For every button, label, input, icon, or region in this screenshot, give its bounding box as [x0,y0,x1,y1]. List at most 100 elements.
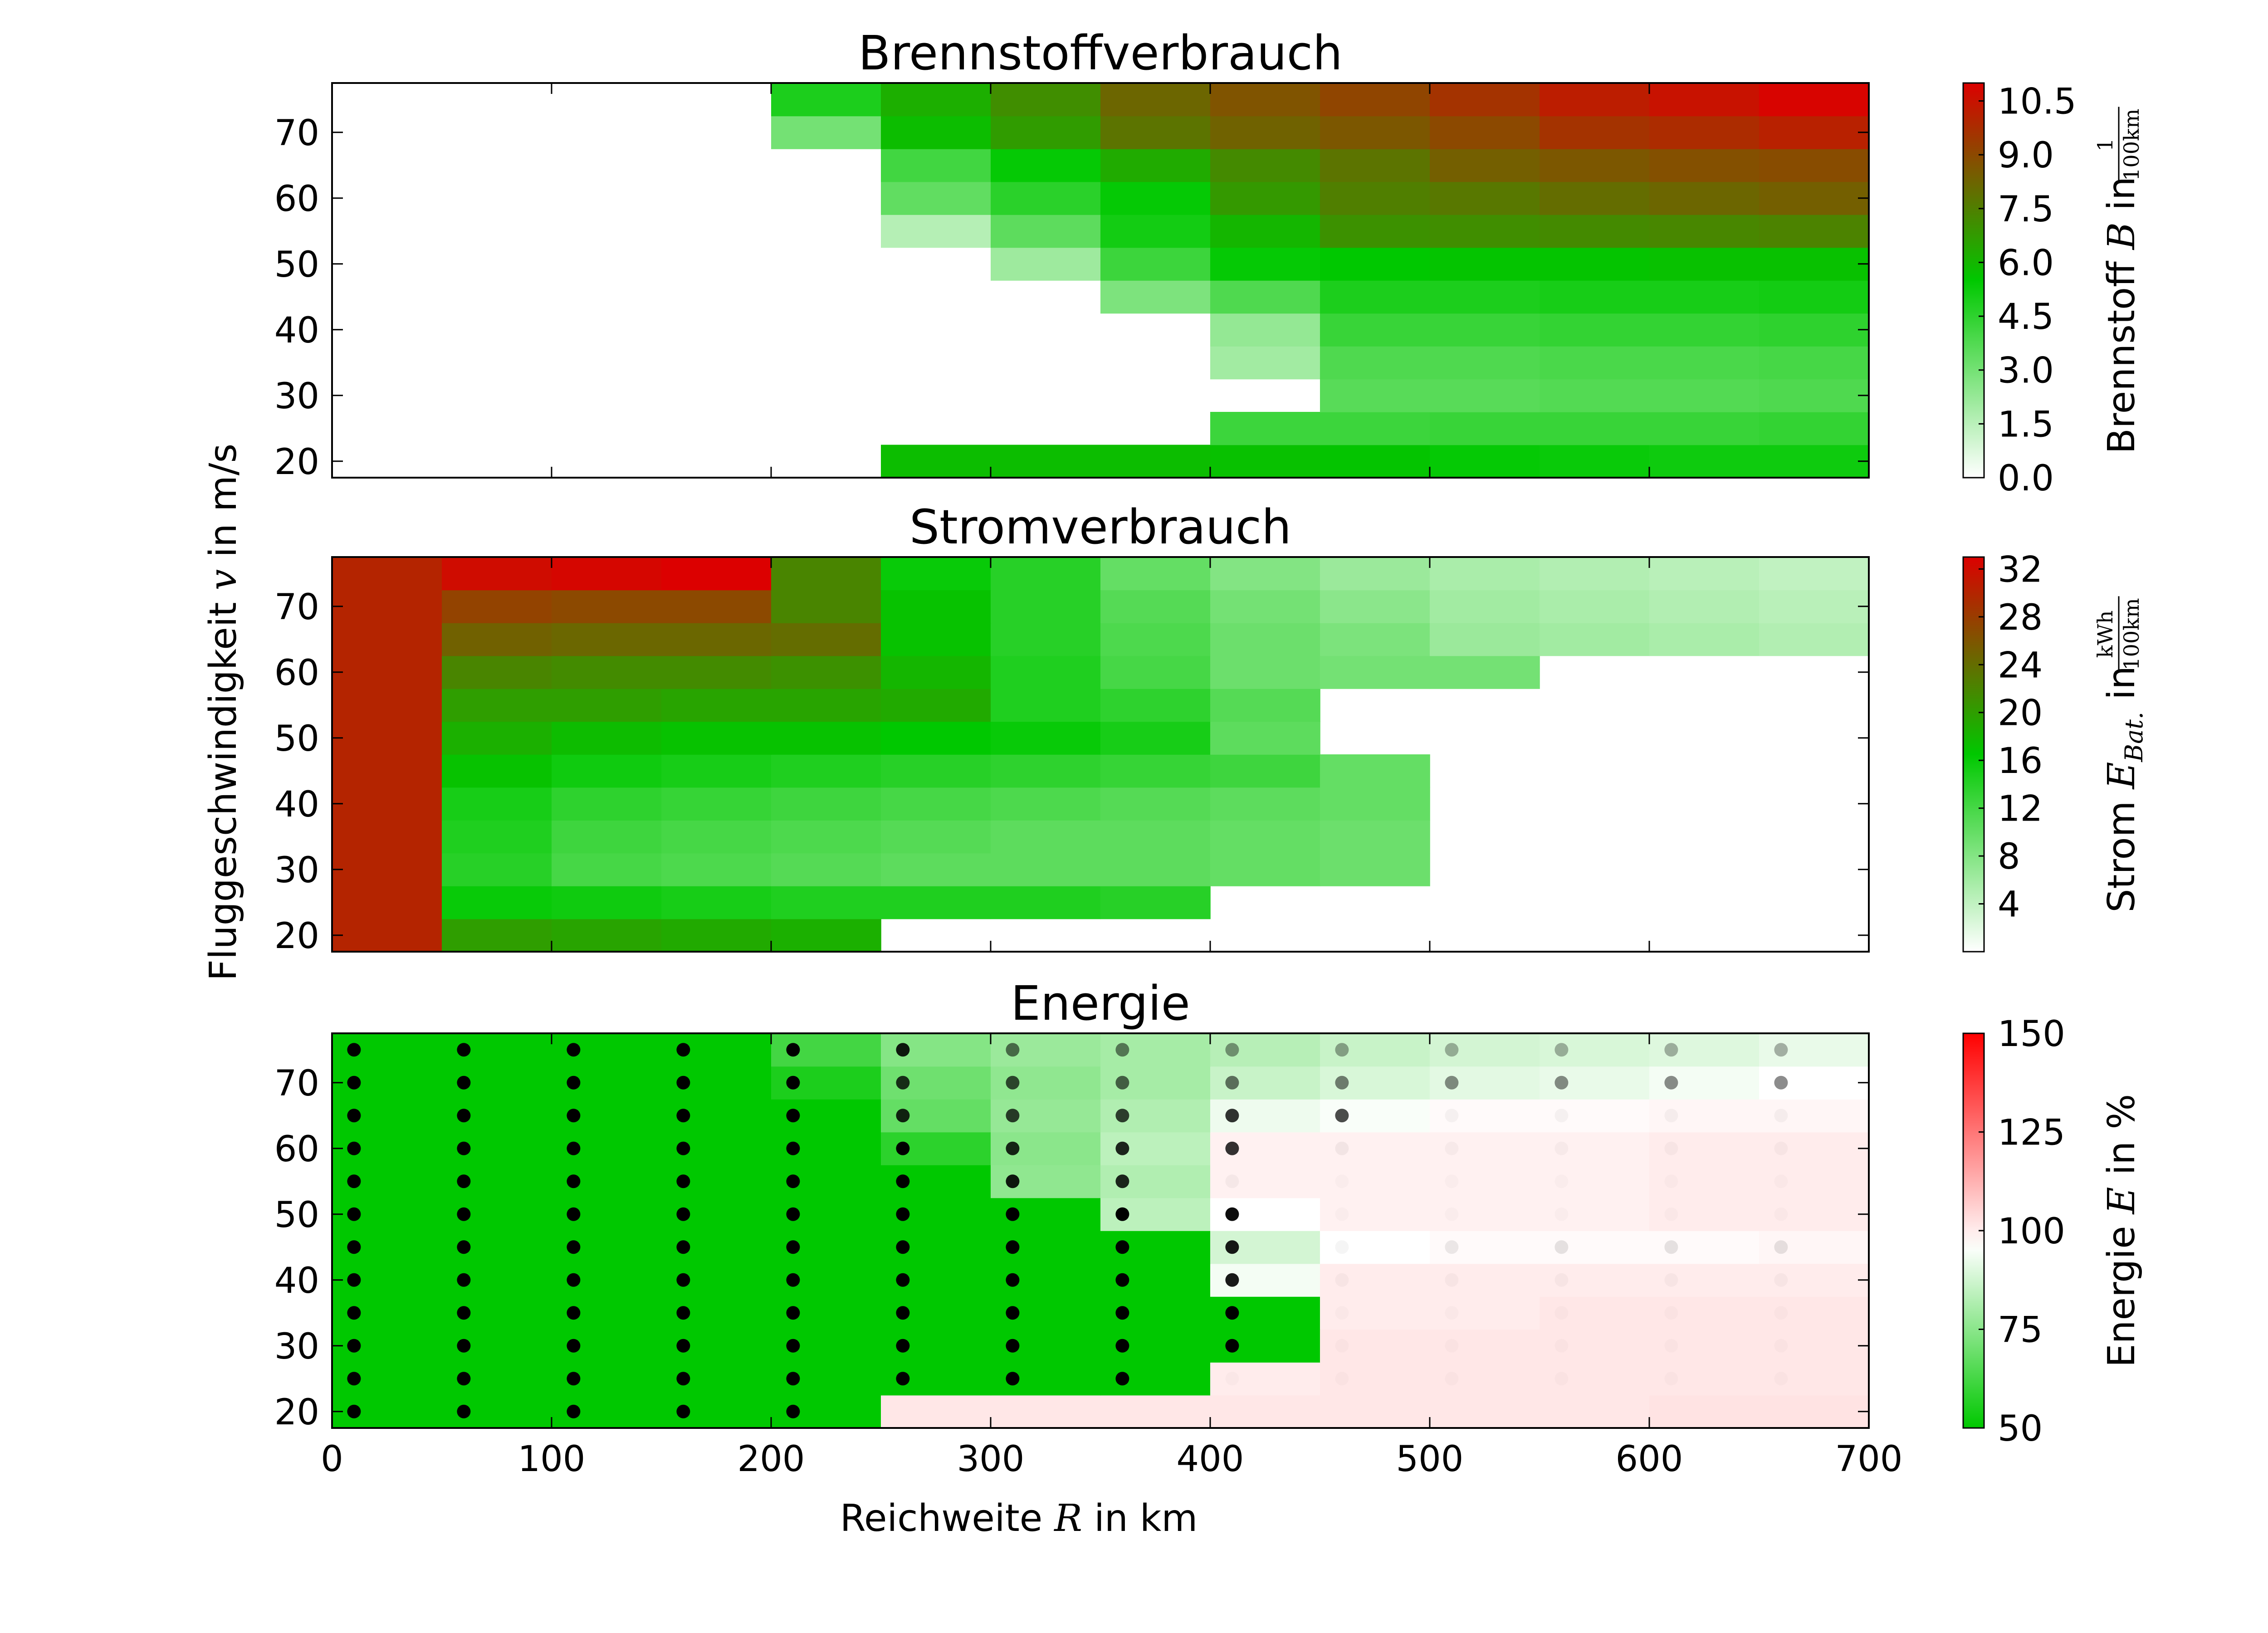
data-point [457,1306,471,1320]
heatmap-cell [442,886,552,919]
y-tick-label: 40 [274,310,319,351]
heatmap-cell [442,787,552,821]
heatmap-cell [1649,1165,1760,1198]
heatmap-cell [1649,1099,1760,1133]
colorbar-tick-label: 4 [1998,885,2020,925]
heatmap-cell [552,721,662,755]
heatmap-cell [1320,1263,1430,1297]
data-point [567,1273,581,1287]
heatmap-cell [1759,623,1869,656]
heatmap-cell [881,181,991,215]
colorbar-label-symbol: E [2100,1187,2143,1215]
data-point [1445,1174,1458,1188]
heatmap-cell [1430,1132,1540,1165]
heatmap-cell [1759,379,1869,412]
plot-frame [331,556,1870,953]
heatmap-cell [552,820,662,854]
data-point [1006,1273,1020,1287]
heatmap-cell [332,721,442,755]
heatmap-cell [1320,655,1430,689]
heatmap-cell [332,919,442,952]
data-point [347,1339,361,1353]
heatmap-cell [991,445,1101,478]
heatmap-cell [1759,1099,1869,1133]
plot-frame [331,82,1870,479]
data-point [1774,1273,1788,1287]
data-point [1664,1043,1678,1057]
data-point [1445,1240,1459,1254]
heatmap-cell [1759,247,1869,281]
heatmap-cell [1430,280,1540,314]
heatmap-cell [1100,754,1211,788]
data-point [1774,1076,1788,1090]
heatmap-cell [1210,313,1320,347]
heatmap-cell [332,754,442,788]
data-point [1664,1273,1678,1287]
data-point [1335,1339,1349,1353]
data-point [567,1141,581,1155]
heatmap-cell [991,83,1101,117]
data-point [1774,1306,1788,1320]
colorbar-label-suffix: in % [2100,1094,2143,1187]
colorbar-label: Brennstoff B in1 100km [2093,107,2144,454]
heatmap-cell [1759,557,1869,591]
data-point [1335,1306,1349,1320]
heatmap-cell [552,787,662,821]
heatmap-cell [1210,590,1320,623]
heatmap-cell [1320,181,1430,215]
heatmap-cell [1100,247,1211,281]
data-point [1115,1306,1129,1320]
panels: 203040506070Brennstoffverbrauch0.01.53.0… [274,25,2148,1480]
heatmap-cell [881,557,991,591]
data-point [1006,1339,1020,1353]
colorbar-tick-label: 1.5 [1998,404,2054,445]
data-point [457,1076,471,1090]
heatmap-cell [552,557,662,591]
x-tick-label: 700 [1835,1439,1903,1480]
data-point [1225,1339,1239,1353]
y-tick-label: 60 [274,179,319,220]
data-point [457,1207,471,1221]
heatmap-cell [661,853,772,886]
colorbar-tick-label: 50 [1998,1408,2043,1449]
heatmap-cell [1649,1395,1760,1428]
data-point [1335,1372,1349,1385]
y-tick-label: 40 [274,1261,319,1301]
data-point [1225,1141,1239,1155]
heatmap-cell [1210,820,1320,854]
heatmap-cell [1210,412,1320,445]
heatmap-cell [1540,116,1650,149]
data-point [1006,1174,1020,1188]
data-point [676,1207,690,1221]
y-tick-label: 60 [274,653,319,694]
heatmap-cell [1100,83,1211,117]
heatmap-cell [1320,1395,1430,1428]
heatmap-cell [1759,149,1869,182]
data-point [1225,1240,1239,1254]
heatmap-cell [332,655,442,689]
colorbar: 50 75 100 125 150 Energie E in % [1962,1014,2143,1449]
heatmap-cell [1649,379,1760,412]
colorbar-tick-label: 16 [1998,741,2043,782]
heatmap-cell [1100,215,1211,248]
heatmap-cell [771,787,881,821]
colorbar-bar [1962,82,1985,479]
data-point [1335,1273,1349,1287]
heatmap-cell [1210,149,1320,182]
heatmap-cell [1210,689,1320,722]
data-point [1554,1142,1568,1155]
heatmap-cell [1649,1033,1760,1067]
data-point [1115,1240,1129,1254]
heatmap-cell [1210,557,1320,591]
colorbar-tick-label: 20 [1998,693,2043,734]
heatmap-cell [991,116,1101,149]
x-tick-label: 600 [1616,1439,1683,1480]
heatmap-cell [991,181,1101,215]
heatmap-cell [332,557,442,591]
data-point [1335,1208,1349,1221]
data-point [1445,1306,1458,1320]
data-point [1445,1076,1459,1090]
heatmap-cell [1320,853,1430,886]
data-point [1115,1141,1129,1155]
heatmap-cell [1759,1165,1869,1198]
